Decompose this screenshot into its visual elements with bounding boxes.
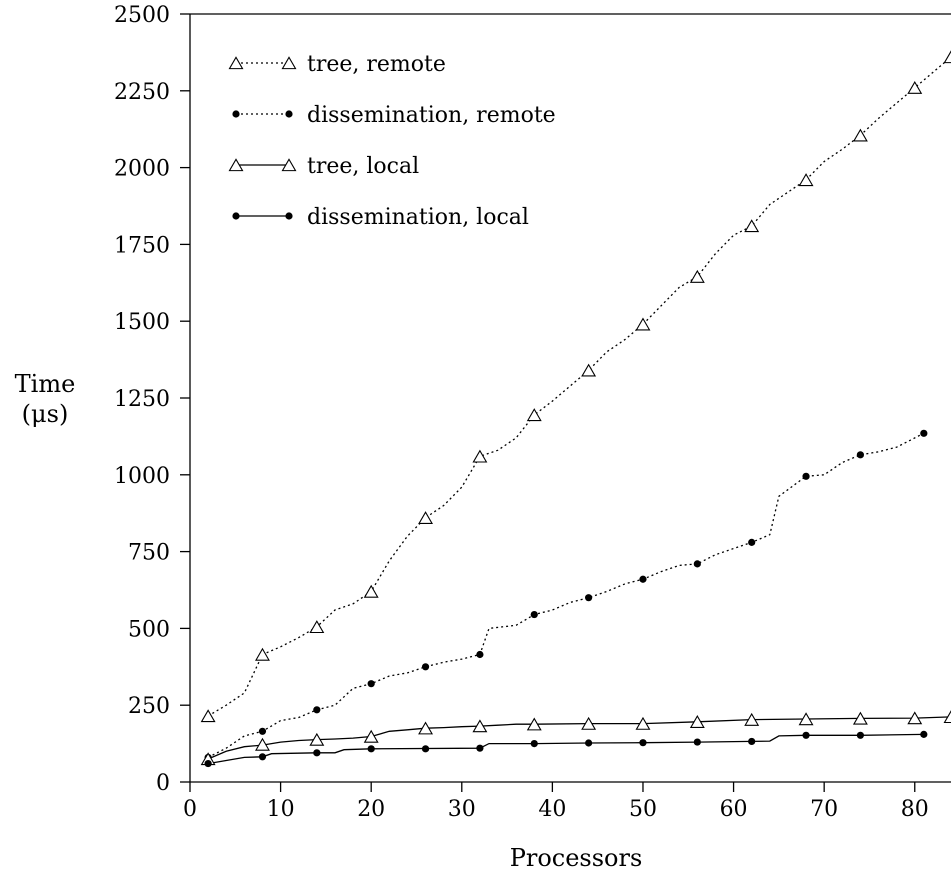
series-4-marker (748, 737, 756, 746)
series-3-marker (526, 717, 542, 731)
series-1-marker (363, 584, 379, 598)
series-2-marker (476, 650, 484, 659)
series-2-marker (802, 472, 810, 480)
series-4-marker (313, 749, 321, 757)
y-tick-label: 2500 (114, 3, 170, 28)
legend-label-2: dissemination, remote (307, 103, 556, 128)
y-tick-label: 250 (128, 694, 170, 719)
series-4-marker (421, 745, 430, 753)
y-tick-label: 2000 (114, 157, 170, 182)
plot-markers (200, 50, 951, 768)
legend-marker-1 (228, 56, 244, 70)
y-tick-label: 0 (156, 771, 170, 796)
series-1-marker (635, 317, 651, 331)
x-axis-title: Processors (510, 844, 643, 872)
series-2-marker (367, 680, 375, 688)
series-1-marker (418, 511, 434, 524)
series-1-marker (255, 647, 270, 661)
series-3-marker (907, 711, 923, 725)
series-3-marker (581, 716, 597, 730)
series-3-marker (635, 716, 651, 730)
series-3-marker (744, 712, 760, 726)
x-tick-label: 60 (720, 797, 748, 822)
series-3-marker (852, 711, 868, 725)
legend-marker-3 (228, 158, 244, 172)
y-axis-title: Time (15, 370, 76, 398)
series-2-marker (421, 663, 430, 671)
legend: tree, remote dissemination, remote tree, l… (228, 52, 556, 230)
series-3-marker (418, 721, 434, 735)
series-2-marker (530, 610, 538, 619)
y-axis-unit: (μs) (22, 400, 69, 428)
series-4-marker (693, 738, 701, 746)
series-1-marker (526, 408, 542, 422)
series-4-marker (920, 730, 928, 738)
series-1-marker (907, 80, 923, 94)
y-tick-label: 1250 (114, 387, 170, 412)
series-1-marker (852, 128, 868, 142)
legend-label-1: tree, remote (307, 52, 446, 77)
y-tick-label: 1500 (114, 310, 170, 335)
y-tick-label: 750 (128, 541, 170, 566)
legend-marker-2 (285, 110, 293, 118)
y-tick-label: 2250 (114, 80, 170, 105)
series-2-marker (856, 451, 865, 459)
y-tick-label: 500 (128, 617, 170, 642)
series-3-marker (363, 729, 379, 743)
series-1-marker (472, 449, 488, 463)
series-4-marker (476, 744, 484, 752)
series-4-marker (856, 731, 865, 739)
series-3-marker (943, 710, 951, 724)
series-3-marker (798, 712, 814, 726)
axes: 0 10 20 30 40 50 60 70 80 0 250 500 750 1000 1250 1500 1… (114, 3, 951, 822)
series-1-marker (309, 620, 325, 634)
series-2-marker (258, 727, 267, 735)
y-tick-label: 1750 (114, 233, 170, 258)
series-line-1 (207, 56, 951, 717)
series-4-marker (639, 739, 647, 747)
series-4-marker (802, 731, 810, 739)
series-3-marker (309, 732, 325, 746)
series-line-3 (207, 716, 951, 760)
x-tick-label: 50 (629, 797, 657, 822)
x-tick-label: 20 (357, 797, 385, 822)
series-1-marker (943, 50, 951, 64)
x-tick-label: 70 (810, 797, 838, 822)
series-1-marker (581, 363, 597, 377)
series-1-marker (744, 219, 760, 233)
legend-label-3: tree, local (307, 154, 419, 179)
series-2-marker (639, 575, 647, 583)
y-tick-label: 1000 (114, 464, 170, 489)
x-tick-label: 30 (448, 797, 476, 822)
x-tick-label: 10 (267, 797, 295, 822)
series-3-marker (689, 715, 705, 728)
series-1-marker (689, 269, 705, 283)
series-2-marker (313, 706, 321, 714)
legend-marker-4 (232, 212, 240, 220)
legend-marker-4 (285, 212, 293, 220)
series-4-marker (258, 753, 267, 761)
series-2-marker (748, 538, 756, 546)
series-1-marker (200, 709, 216, 723)
series-1-marker (798, 173, 814, 187)
series-4-marker (204, 759, 212, 768)
x-tick-label: 40 (538, 797, 566, 822)
x-tick-label: 0 (183, 797, 197, 822)
series-3-marker (255, 737, 270, 751)
series-2-marker (693, 560, 701, 568)
series-4-marker (367, 745, 375, 753)
x-tick-label: 80 (901, 797, 929, 822)
legend-label-4: dissemination, local (307, 205, 529, 230)
legend-marker-1 (281, 56, 297, 70)
series-3-marker (472, 719, 488, 733)
series-4-marker (585, 739, 593, 747)
legend-marker-3 (281, 158, 297, 172)
series-2-marker (585, 594, 593, 602)
series-2-marker (920, 429, 928, 437)
series-4-marker (530, 740, 538, 748)
legend-marker-2 (232, 110, 240, 118)
